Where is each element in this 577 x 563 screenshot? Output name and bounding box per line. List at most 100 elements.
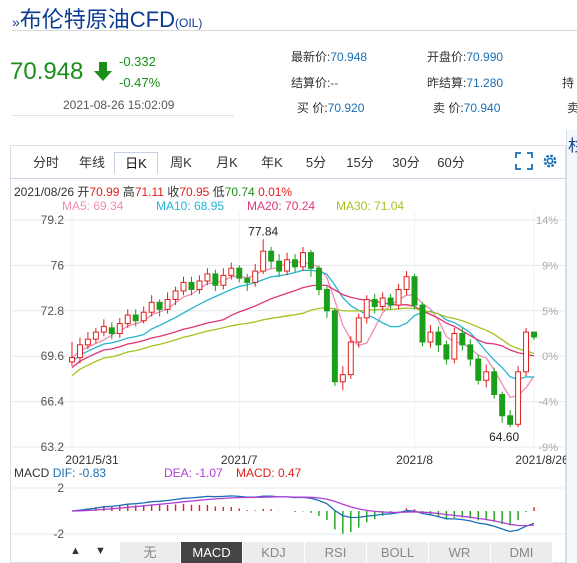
tab-daily-k[interactable]: 日K xyxy=(114,152,158,174)
candle-body xyxy=(307,252,314,269)
stat-latest: 最新价:70.948 xyxy=(291,48,367,65)
candle-body xyxy=(260,250,267,272)
stat-prev-settle-value: 71.280 xyxy=(466,76,504,90)
candle-body xyxy=(116,323,123,334)
candle-body xyxy=(292,259,299,268)
tab-monthly-k[interactable]: 月K xyxy=(216,155,238,170)
candle-body xyxy=(156,301,163,310)
candle-body xyxy=(331,310,338,383)
candle-body xyxy=(124,314,131,325)
ma20-label: MA20: 70.24 xyxy=(247,199,316,213)
candle-body xyxy=(100,325,107,333)
dif-line xyxy=(71,495,535,533)
indicator-none[interactable]: 无 xyxy=(120,542,181,563)
ma5-label: MA5: 69.34 xyxy=(62,199,124,213)
candle-body xyxy=(515,371,522,425)
scroll-up-button[interactable]: ▲ xyxy=(70,545,81,557)
fullscreen-icon[interactable] xyxy=(515,152,533,170)
candle-body xyxy=(204,273,211,282)
macd-tick-label: -2 xyxy=(53,527,64,541)
scroll-down-button[interactable]: ▼ xyxy=(95,545,106,557)
candle-body xyxy=(69,357,75,363)
candle-body xyxy=(180,281,187,292)
y-tick-label: 66.4 xyxy=(41,395,65,409)
macd-info: MACD DIF: -0.83 xyxy=(14,466,106,480)
candle-body xyxy=(132,314,139,322)
high-annotation: 77.84 xyxy=(248,224,278,238)
ohlc-open-label: 开 xyxy=(77,185,90,199)
candle-body xyxy=(76,344,83,359)
indicator-kdj[interactable]: KDJ xyxy=(243,542,305,563)
title-symbol: (OIL) xyxy=(175,16,203,30)
candle-body xyxy=(252,270,259,283)
candle-body xyxy=(483,371,490,381)
pct-tick-label: -9% xyxy=(538,442,558,454)
candle-body xyxy=(459,333,466,346)
candle-body xyxy=(475,358,482,381)
ma30-label: MA30: 71.04 xyxy=(336,199,405,213)
candle-body xyxy=(387,297,394,306)
candle-body xyxy=(276,260,283,272)
candle-body xyxy=(244,277,251,283)
candle-body xyxy=(188,281,195,291)
stat-latest-value: 70.948 xyxy=(330,50,368,64)
title-text: 布伦特原油CFD xyxy=(19,7,176,32)
stat-prev-settle: 昨结算:71.280 xyxy=(427,74,503,91)
tab-weekly-k[interactable]: 周K xyxy=(170,155,192,170)
x-tick-label: 2021/5/31 xyxy=(65,453,119,464)
candle-body xyxy=(355,317,362,343)
ohlc-open: 70.99 xyxy=(89,185,120,199)
x-tick-label: 2021/8 xyxy=(396,453,433,464)
price-change: -0.332 xyxy=(119,54,156,69)
candlestick-chart: 79.2 14%76 9%72.8 5%69.6 0%66.4 -4%63.2 -9%202… xyxy=(10,212,566,464)
pct-tick-label: 14% xyxy=(536,215,558,227)
y-tick-label: 72.8 xyxy=(41,304,65,318)
macd-label: MACD xyxy=(14,466,50,480)
candle-body xyxy=(419,304,426,343)
candle-body xyxy=(339,374,346,383)
tab-60min[interactable]: 60分 xyxy=(437,155,465,170)
quote-divider xyxy=(12,115,234,116)
candle-body xyxy=(531,331,537,338)
tab-5min[interactable]: 5分 xyxy=(305,155,327,170)
candle-body xyxy=(108,327,115,334)
macd-value: MACD: 0.47 xyxy=(236,466,302,480)
last-price: 70.948 xyxy=(10,58,84,85)
stat-ask-label: 卖 价: xyxy=(433,101,464,115)
candle-body xyxy=(363,298,370,319)
indicator-wr[interactable]: WR xyxy=(429,542,491,563)
ma20-line xyxy=(71,284,535,369)
stat-bid-label: 买 价: xyxy=(297,101,328,115)
indicator-rsi[interactable]: RSI xyxy=(305,542,367,563)
tab-15min[interactable]: 15分 xyxy=(346,155,374,170)
indicator-boll[interactable]: BOLL xyxy=(367,542,429,563)
macd-dea: DEA: -1.07 xyxy=(164,466,223,480)
stat-cut-2: 卖 xyxy=(567,101,577,115)
candle-body xyxy=(172,290,179,300)
x-tick-label: 2021/8/26 xyxy=(515,453,566,464)
ohlc-high: 71.11 xyxy=(134,185,164,199)
tab-30min[interactable]: 30分 xyxy=(392,155,420,170)
ma30-line xyxy=(71,306,535,377)
stat-latest-label: 最新价: xyxy=(291,50,331,64)
stat-prev-settle-label: 昨结算: xyxy=(427,76,467,90)
indicator-dmi[interactable]: DMI xyxy=(491,542,553,563)
gear-icon[interactable] xyxy=(541,152,559,170)
pct-tick-label: 9% xyxy=(542,260,558,272)
candle-body xyxy=(523,331,530,373)
candle-body xyxy=(84,338,91,346)
indicator-macd[interactable]: MACD xyxy=(181,542,243,563)
candle-body xyxy=(212,273,219,286)
candle-body xyxy=(411,276,418,306)
macd-dif: DIF: -0.83 xyxy=(52,466,107,480)
candle-body xyxy=(491,371,498,396)
tab-year-line[interactable]: 年线 xyxy=(78,155,105,170)
quote-timestamp: 2021-08-26 15:02:09 xyxy=(63,98,175,112)
candle-body xyxy=(236,267,243,279)
candle-body xyxy=(347,341,354,376)
tab-yearly-k[interactable]: 年K xyxy=(261,155,283,170)
tab-intraday[interactable]: 分时 xyxy=(32,155,59,170)
candle-body xyxy=(315,267,322,291)
right-side-panel: 杉 xyxy=(566,130,577,563)
ohlc-date: 2021/08/26 xyxy=(14,185,75,199)
